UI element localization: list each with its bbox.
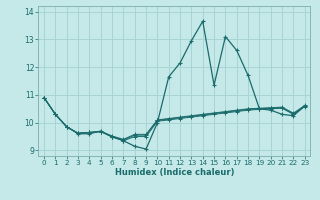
X-axis label: Humidex (Indice chaleur): Humidex (Indice chaleur) [115,168,234,177]
